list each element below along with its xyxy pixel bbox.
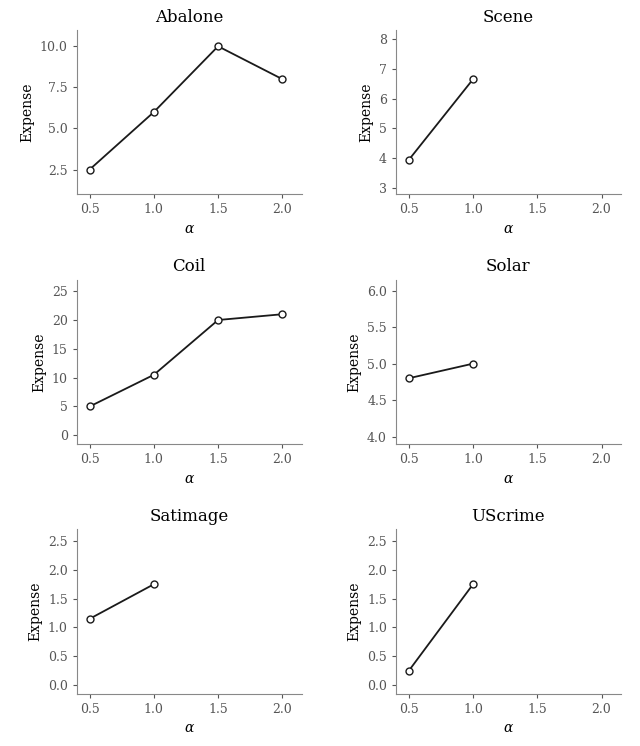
X-axis label: α: α <box>184 222 194 236</box>
Title: UScrime: UScrime <box>472 508 545 525</box>
Y-axis label: Expense: Expense <box>348 332 362 392</box>
X-axis label: α: α <box>504 222 513 236</box>
X-axis label: α: α <box>504 471 513 486</box>
Title: Solar: Solar <box>486 258 531 275</box>
X-axis label: α: α <box>184 721 194 736</box>
Y-axis label: Expense: Expense <box>20 82 35 142</box>
Title: Scene: Scene <box>483 8 534 25</box>
Y-axis label: Expense: Expense <box>28 582 42 642</box>
Title: Abalone: Abalone <box>155 8 223 25</box>
X-axis label: α: α <box>504 721 513 736</box>
Title: Satimage: Satimage <box>150 508 229 525</box>
Y-axis label: Expense: Expense <box>348 582 362 642</box>
X-axis label: α: α <box>184 471 194 486</box>
Y-axis label: Expense: Expense <box>32 332 46 392</box>
Y-axis label: Expense: Expense <box>360 82 373 142</box>
Title: Coil: Coil <box>173 258 206 275</box>
